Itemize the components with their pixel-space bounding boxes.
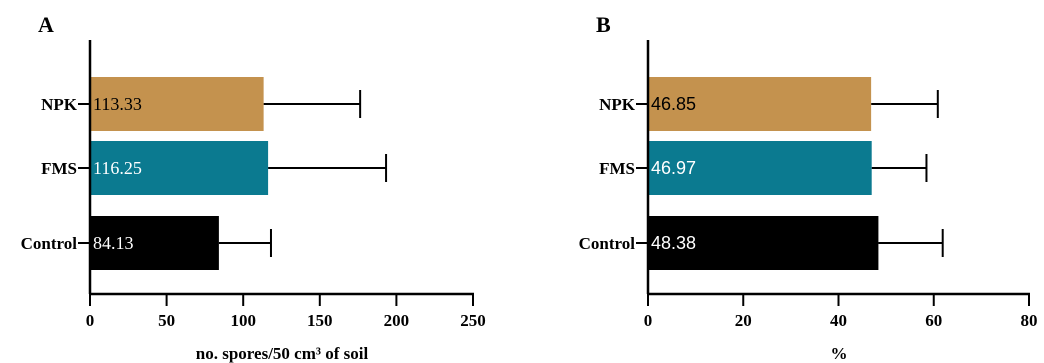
panel-b-bar-fms: [648, 141, 872, 195]
panel-b-category-label-fms: FMS: [599, 159, 635, 178]
panel-b-value-label-control: 48.38: [651, 233, 696, 253]
panel-b-x-tick-label-60: 60: [925, 311, 942, 330]
panel-b-value-label-npk: 46.85: [651, 94, 696, 114]
panel-b-bar-control: [648, 216, 879, 270]
panel-b-letter: B: [596, 12, 611, 37]
panel-a-bar-control: [90, 216, 219, 270]
panel-b-x-axis-title: %: [831, 344, 848, 363]
panel-b-x-tick-label-80: 80: [1021, 311, 1038, 330]
panel-b-x-tick-label-20: 20: [735, 311, 752, 330]
panel-a-x-tick-label-150: 150: [307, 311, 333, 330]
panel-a-category-label-control: Control: [21, 234, 78, 253]
panel-a-x-tick-label-100: 100: [230, 311, 256, 330]
panel-a-value-label-npk: 113.33: [93, 94, 142, 114]
panel-b-value-label-fms: 46.97: [651, 158, 696, 178]
panel-a-letter: A: [38, 12, 54, 37]
panel-b-category-label-control: Control: [579, 234, 636, 253]
panel-a-value-label-fms: 116.25: [93, 158, 142, 178]
panel-a-category-label-npk: NPK: [41, 95, 78, 114]
panel-b-bar-npk: [648, 77, 872, 131]
panel-b-x-tick-label-0: 0: [644, 311, 653, 330]
panel-b-x-tick-label-40: 40: [830, 311, 847, 330]
panel-a-x-tick-label-0: 0: [86, 311, 95, 330]
panel-a: A no. spores/50 cm³ of soil 113.33 NPK 116…: [21, 12, 486, 363]
panel-a-x-tick-label-250: 250: [460, 311, 486, 330]
panel-a-category-label-fms: FMS: [41, 159, 77, 178]
panel-b-category-label-npk: NPK: [599, 95, 636, 114]
panel-a-x-tick-label-200: 200: [384, 311, 410, 330]
panel-a-bar-fms: [90, 141, 269, 195]
panel-a-x-axis-title: no. spores/50 cm³ of soil: [196, 344, 369, 363]
panel-a-x-tick-label-50: 50: [158, 311, 175, 330]
panel-a-value-label-control: 84.13: [93, 233, 134, 253]
panel-b: B % 46.85 NPK 46.97 FMS 48.38 Control 0 20 40 60 8…: [579, 12, 1038, 363]
panel-a-bar-npk: [90, 77, 264, 131]
